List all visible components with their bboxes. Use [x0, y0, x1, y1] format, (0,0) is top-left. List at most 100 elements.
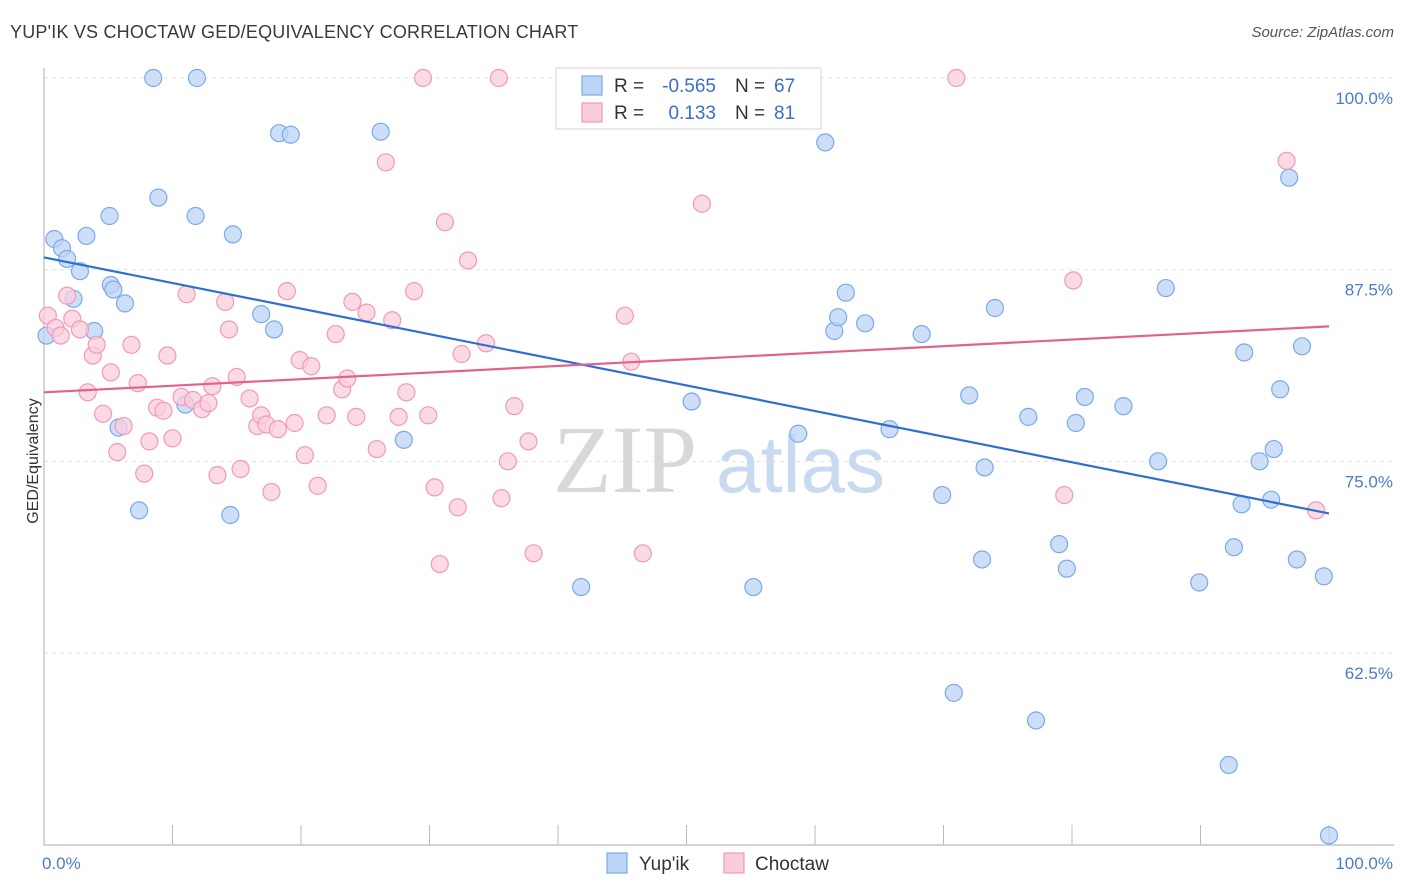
- point-choctaw-64: [458, 251, 478, 270]
- point-choctaw-52: [376, 153, 395, 172]
- point-choctaw-55: [397, 383, 416, 402]
- point-choctaw-51: [367, 439, 386, 459]
- point-choctaw-59: [425, 478, 444, 497]
- point-choctaw-41: [295, 446, 314, 465]
- point-choctaw-60: [430, 554, 449, 574]
- point-yupik-49: [1075, 387, 1094, 407]
- point-choctaw-26: [203, 377, 222, 396]
- point-choctaw-57: [413, 68, 433, 88]
- point-choctaw-69: [505, 397, 524, 416]
- point-choctaw-75: [692, 194, 712, 213]
- chart-source: Source: ZipAtlas.com: [1251, 24, 1394, 41]
- point-yupik-43: [985, 298, 1005, 318]
- point-yupik-42: [975, 458, 994, 477]
- point-yupik-58: [1250, 452, 1269, 471]
- point-choctaw-2: [51, 326, 70, 345]
- point-choctaw-28: [216, 292, 235, 311]
- point-choctaw-22: [177, 285, 196, 304]
- point-yupik-9: [100, 206, 119, 226]
- point-choctaw-5: [70, 320, 90, 339]
- point-choctaw-54: [389, 407, 408, 426]
- correlation-legend: R = -0.565 N = 67 R = 0.133 N = 81: [555, 67, 822, 130]
- point-choctaw-19: [158, 346, 177, 365]
- trend-line-choctaw: [43, 325, 1330, 394]
- point-choctaw-31: [231, 459, 250, 479]
- point-yupik-31: [816, 133, 835, 152]
- legend-r-label-2: R =: [614, 103, 644, 124]
- trend-line-yupik: [43, 256, 1330, 515]
- point-yupik-12: [115, 294, 135, 313]
- point-choctaw-72: [615, 306, 634, 325]
- point-choctaw-79: [1277, 151, 1296, 170]
- point-yupik-25: [371, 122, 390, 141]
- point-choctaw-13: [122, 335, 141, 354]
- series-swatch-choctaw: [723, 852, 745, 874]
- point-choctaw-25: [199, 393, 218, 413]
- point-choctaw-37: [268, 420, 287, 439]
- point-yupik-52: [1156, 278, 1175, 298]
- point-yupik-41: [972, 550, 992, 569]
- x-tick-label-0: 0.0%: [42, 854, 81, 873]
- chart-title: YUP'IK VS CHOCTAW GED/EQUIVALENCY CORREL…: [10, 22, 579, 42]
- legend-n-label-1: N =: [735, 76, 765, 97]
- y-tick-label-3: 62.5%: [1345, 664, 1393, 683]
- axes: [43, 68, 1394, 846]
- point-choctaw-56: [404, 282, 424, 301]
- point-choctaw-49: [347, 407, 366, 426]
- y-tick-labels: 100.0% 87.5% 75.0% 62.5%: [1335, 89, 1393, 683]
- point-yupik-54: [1219, 755, 1238, 775]
- point-choctaw-18: [154, 401, 173, 420]
- trend-lines: [43, 256, 1330, 515]
- point-choctaw-36: [262, 482, 281, 502]
- point-yupik-55: [1224, 538, 1244, 557]
- point-choctaw-11: [108, 443, 127, 462]
- point-choctaw-10: [101, 363, 120, 382]
- x-tick-label-1: 100.0%: [1335, 854, 1393, 873]
- y-tick-label-0: 100.0%: [1335, 89, 1393, 108]
- point-choctaw-27: [208, 466, 227, 485]
- point-choctaw-15: [135, 464, 154, 483]
- x-tick-labels: 0.0% 100.0%: [42, 854, 1393, 873]
- point-yupik-29: [744, 577, 763, 597]
- point-choctaw-44: [317, 406, 336, 425]
- point-yupik-39: [944, 683, 963, 702]
- point-yupik-13: [129, 501, 149, 520]
- point-yupik-57: [1235, 343, 1254, 362]
- legend-n-value-1: 67: [774, 76, 795, 97]
- point-choctaw-3: [58, 286, 77, 305]
- y-tick-label-2: 75.0%: [1345, 472, 1393, 491]
- point-choctaw-50: [357, 303, 376, 322]
- series-label-choctaw: Choctaw: [755, 854, 829, 875]
- point-yupik-60: [1264, 439, 1283, 459]
- point-yupik-53: [1190, 573, 1209, 592]
- point-yupik-62: [1280, 168, 1299, 187]
- point-choctaw-78: [1064, 271, 1083, 290]
- point-yupik-64: [1292, 337, 1312, 356]
- watermark: ZIP atlas: [553, 406, 885, 513]
- point-yupik-5: [70, 262, 90, 281]
- point-yupik-47: [1057, 559, 1076, 578]
- point-yupik-63: [1287, 550, 1306, 569]
- point-yupik-30: [789, 424, 808, 443]
- legend-r-value-2: 0.133: [668, 103, 716, 124]
- point-yupik-10: [104, 280, 123, 299]
- point-yupik-37: [912, 324, 931, 344]
- legend-n-value-2: 81: [774, 103, 795, 124]
- y-tick-label-1: 87.5%: [1345, 281, 1393, 300]
- point-yupik-20: [223, 225, 242, 244]
- point-choctaw-67: [492, 489, 511, 508]
- point-choctaw-38: [277, 282, 296, 301]
- point-yupik-46: [1050, 535, 1069, 554]
- point-yupik-19: [221, 505, 240, 525]
- x-ticks: [43, 825, 1330, 845]
- watermark-zip: ZIP: [553, 406, 697, 513]
- point-yupik-40: [960, 386, 979, 405]
- point-choctaw-42: [302, 357, 321, 376]
- point-choctaw-29: [219, 320, 239, 339]
- point-choctaw-66: [489, 68, 508, 88]
- point-choctaw-77: [1055, 485, 1074, 505]
- point-choctaw-45: [326, 324, 345, 344]
- point-choctaw-47: [338, 369, 357, 388]
- point-choctaw-70: [519, 432, 538, 451]
